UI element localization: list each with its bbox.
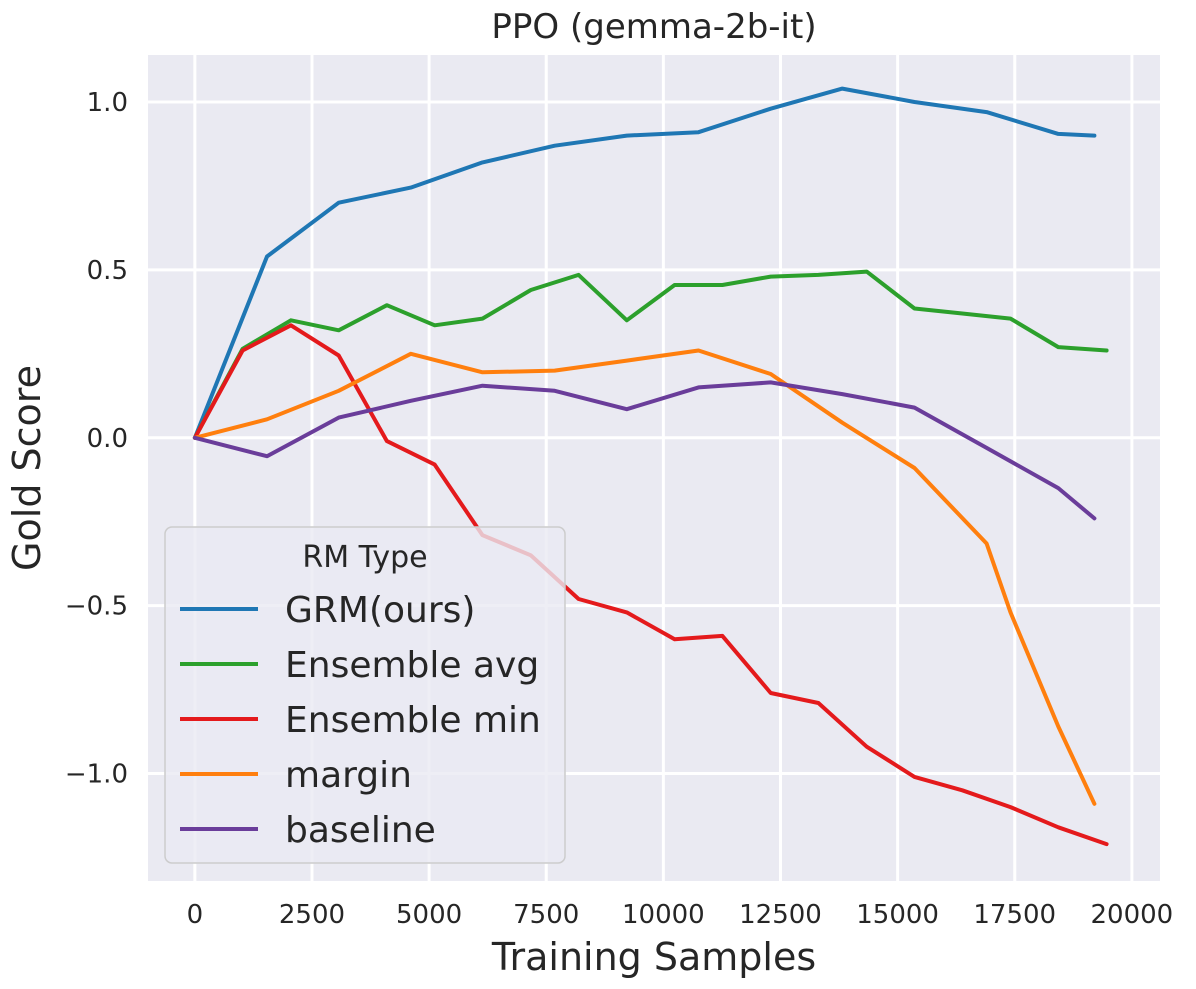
- y-tick-label: 1.0: [87, 88, 128, 118]
- series-line-baseline: [192, 380, 1097, 521]
- legend-items: GRM(ours) Ensemble avg Ensemble min margin b…: [180, 590, 541, 851]
- y-tick-labels: −1.0 −0.5 0.0 0.5 1.0: [65, 88, 128, 790]
- legend-label-grm-ours: GRM(ours): [285, 590, 475, 631]
- x-tick-label: 12500: [739, 900, 822, 930]
- series-line-grm-ours: [192, 86, 1097, 440]
- series-line-margin: [192, 348, 1097, 806]
- chart-title: PPO (gemma-2b-it): [491, 7, 816, 47]
- series-line-ensemble-avg: [192, 269, 1109, 440]
- x-tick-label: 7500: [513, 900, 579, 930]
- legend: RM Type GRM(ours) Ensemble avg Ensemble mi…: [164, 526, 566, 864]
- x-axis-label: Training Samples: [491, 935, 816, 979]
- legend-title: RM Type: [302, 540, 427, 575]
- x-tick-label: 15000: [856, 900, 939, 930]
- y-tick-label: 0.0: [87, 424, 128, 454]
- x-tick-label: 0: [187, 900, 204, 930]
- x-tick-label: 2500: [279, 900, 345, 930]
- x-tick-label: 10000: [622, 900, 705, 930]
- grid-lines: [148, 55, 1160, 881]
- y-tick-label: −1.0: [65, 760, 128, 790]
- legend-label-baseline: baseline: [285, 810, 436, 851]
- legend-label-ensemble-avg: Ensemble avg: [285, 645, 539, 686]
- x-tick-label: 20000: [1091, 900, 1174, 930]
- legend-label-ensemble-min: Ensemble min: [285, 700, 541, 741]
- y-tick-label: −0.5: [65, 592, 128, 622]
- x-tick-label: 17500: [973, 900, 1056, 930]
- series-line-ensemble-min: [192, 323, 1109, 847]
- legend-label-margin: margin: [285, 755, 412, 796]
- x-tick-labels: 0 2500 5000 7500 10000 12500 15000 17500 20000: [187, 900, 1174, 930]
- series-lines: [192, 86, 1109, 847]
- legend-box: [164, 526, 566, 864]
- y-tick-label: 0.5: [87, 256, 128, 286]
- x-tick-label: 5000: [396, 900, 462, 930]
- y-axis-label: Gold Score: [5, 365, 49, 571]
